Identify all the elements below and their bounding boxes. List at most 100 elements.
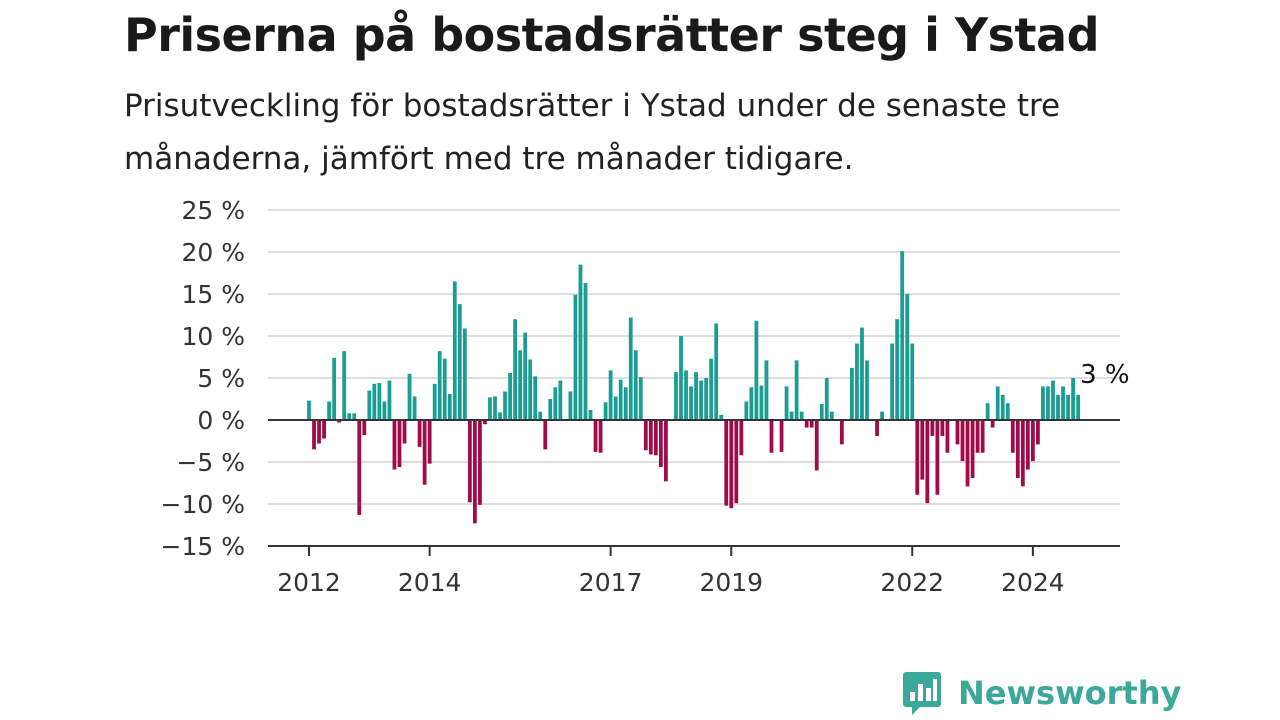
bar	[1030, 420, 1035, 462]
bar	[462, 328, 467, 420]
bar	[875, 420, 879, 436]
bar	[900, 251, 905, 420]
bar	[990, 420, 995, 428]
bar	[980, 420, 985, 453]
bar	[839, 420, 844, 445]
bar	[995, 386, 1000, 420]
bar	[804, 420, 809, 428]
bar	[483, 420, 487, 425]
bar	[638, 377, 643, 420]
bar	[704, 378, 709, 420]
bar	[508, 372, 512, 420]
bar	[523, 332, 528, 420]
bar	[860, 327, 864, 420]
bar	[1061, 386, 1065, 420]
bar	[784, 386, 789, 420]
bar	[427, 420, 432, 464]
bar-chart: 25 % 20 % 15 % 10 % 5 % 0 % −5 % −10 % −15 % 201…	[161, 196, 1130, 597]
bar	[538, 411, 543, 420]
bar	[342, 351, 347, 420]
bar	[744, 401, 749, 420]
bar	[1051, 380, 1055, 420]
bars	[307, 251, 1081, 524]
bar	[905, 294, 910, 420]
bar	[412, 396, 417, 420]
bar	[352, 413, 357, 420]
bar	[598, 420, 603, 453]
bar	[628, 317, 633, 420]
y-tick-label: 0 %	[197, 406, 245, 435]
bar	[975, 420, 980, 453]
bar	[674, 372, 678, 420]
bar	[829, 411, 834, 420]
bar	[724, 420, 729, 506]
bar	[985, 403, 990, 420]
bar	[467, 420, 472, 503]
bar	[387, 380, 392, 420]
y-tick-label: −10 %	[161, 490, 245, 519]
bar	[533, 376, 538, 420]
bar	[558, 380, 563, 420]
newsworthy-logo-icon	[903, 672, 941, 715]
bar	[714, 323, 719, 420]
bar	[488, 397, 492, 420]
bar	[588, 409, 593, 420]
bar	[618, 379, 623, 420]
bar	[553, 387, 558, 420]
bar	[814, 420, 819, 471]
bar	[307, 400, 311, 420]
bar	[422, 420, 427, 485]
bar	[850, 367, 854, 420]
bar	[648, 420, 653, 455]
x-tick-label: 2022	[880, 568, 944, 597]
bar	[694, 372, 698, 420]
bar	[1005, 403, 1010, 420]
bar	[1015, 420, 1020, 478]
bar	[437, 351, 442, 420]
bar	[970, 420, 975, 478]
x-tick-label: 2014	[398, 568, 462, 597]
bar	[920, 420, 925, 480]
bar	[603, 402, 608, 420]
bar	[457, 304, 462, 420]
y-tick-label: 15 %	[181, 280, 245, 309]
bar	[910, 343, 915, 420]
bar	[493, 396, 497, 420]
bar	[658, 420, 663, 468]
bar	[377, 383, 382, 420]
axes	[268, 419, 1120, 547]
bar	[759, 385, 764, 420]
bar	[593, 420, 598, 452]
bar	[543, 420, 548, 450]
bar	[1025, 420, 1030, 470]
bar	[573, 294, 578, 420]
bar	[643, 420, 648, 451]
bar	[819, 404, 824, 420]
bar	[684, 370, 688, 420]
bar	[332, 357, 337, 420]
bar	[503, 391, 507, 420]
bar	[347, 413, 352, 420]
bar	[779, 420, 784, 452]
bar	[930, 420, 935, 436]
y-tick-label: 25 %	[181, 196, 245, 225]
bar	[935, 420, 940, 495]
bar	[447, 393, 452, 420]
bar	[749, 387, 754, 420]
bar	[699, 380, 704, 420]
brand-logo: Newsworthy	[902, 670, 1181, 716]
bar	[890, 343, 895, 420]
bar	[1046, 386, 1050, 420]
bar	[613, 396, 618, 420]
bar	[855, 343, 859, 420]
bar	[824, 378, 829, 420]
bar	[397, 420, 402, 468]
bar	[442, 358, 447, 420]
brand-name: Newsworthy	[958, 674, 1182, 712]
bar	[945, 420, 950, 453]
bar	[1036, 420, 1040, 445]
x-tick-label: 2017	[579, 568, 643, 597]
bar	[664, 420, 668, 482]
x-tick-label: 2019	[699, 568, 763, 597]
bar	[327, 401, 332, 420]
